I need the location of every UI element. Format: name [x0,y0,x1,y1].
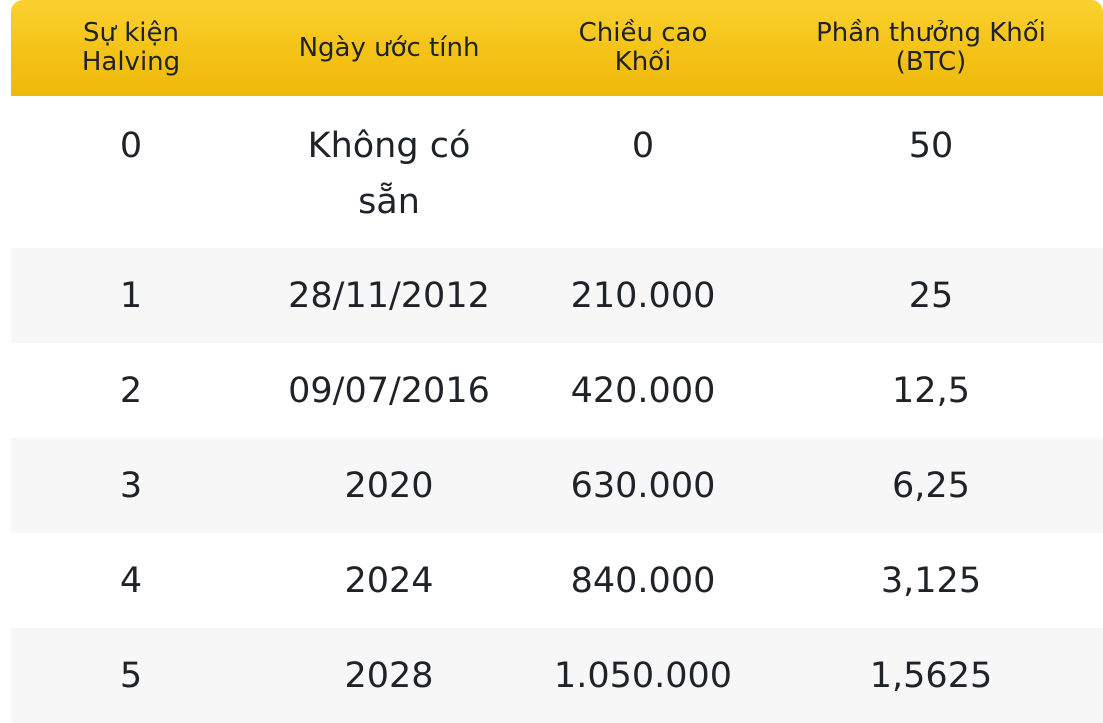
header-estimated-date: Ngày ước tính [298,32,480,63]
cell-halving-event: 4 [119,561,143,601]
cell-block-reward: 25 [908,276,954,316]
header-halving-event: Sự kiện Halving [81,18,181,77]
cell-block-reward: 50 [908,126,954,166]
cell-estimated-date: 2020 [344,466,434,506]
cell-estimated-date: 2024 [344,561,434,601]
header-block-height: Chiều cao Khối [578,18,708,77]
cell-block-reward: 3,125 [880,561,982,601]
table-header: Sự kiện Halving Ngày ước tính Chiều cao … [11,0,1103,96]
cell-block-height: 420.000 [570,371,716,411]
cell-block-reward: 12,5 [892,371,970,411]
table-row: 2 09/07/2016 420.000 12,5 [11,343,1103,438]
cell-estimated-date: Không có sẵn [307,126,471,222]
cell-estimated-date: 2028 [344,656,434,696]
cell-block-reward: 1,5625 [869,656,993,696]
cell-halving-event: 3 [119,466,143,506]
cell-halving-event: 5 [119,656,143,696]
cell-block-height: 0 [631,126,655,166]
table-row: 0 Không có sẵn 0 50 [11,96,1103,248]
cell-block-height: 210.000 [570,276,716,316]
table-row: 3 2020 630.000 6,25 [11,438,1103,533]
cell-estimated-date: 28/11/2012 [288,276,490,316]
cell-halving-event: 1 [119,276,143,316]
cell-halving-event: 0 [119,126,143,166]
table-row: 5 2028 1.050.000 1,5625 [11,628,1103,723]
table-row: 4 2024 840.000 3,125 [11,533,1103,628]
cell-block-reward: 6,25 [892,466,970,506]
cell-block-height: 840.000 [570,561,716,601]
halving-table: Sự kiện Halving Ngày ước tính Chiều cao … [11,0,1103,723]
cell-block-height: 630.000 [570,466,716,506]
cell-block-height: 1.050.000 [553,656,733,696]
header-block-reward: Phần thưởng Khối (BTC) [816,18,1046,77]
cell-halving-event: 2 [119,371,143,411]
cell-estimated-date: 09/07/2016 [288,371,490,411]
table-row: 1 28/11/2012 210.000 25 [11,248,1103,343]
